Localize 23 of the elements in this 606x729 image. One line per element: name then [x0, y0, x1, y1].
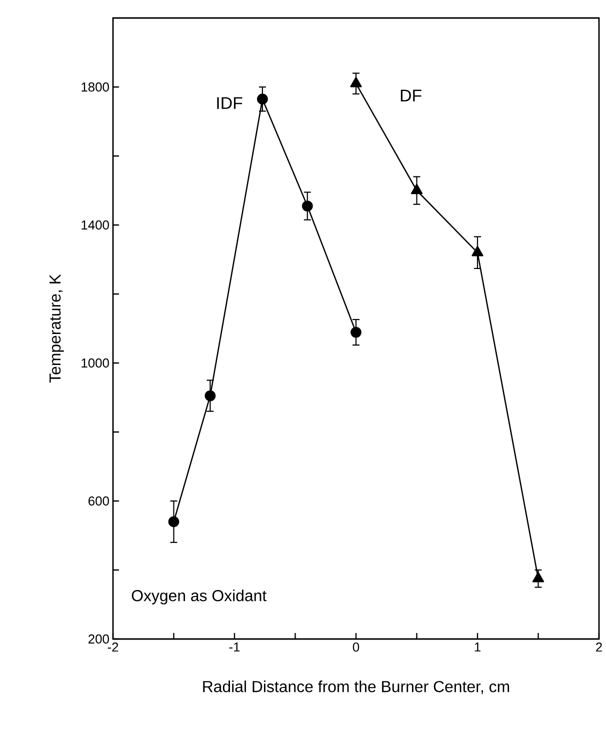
- y-tick-label: 1400: [82, 220, 110, 230]
- y-axis-title: Temperature, K: [50, 274, 64, 383]
- y-tick-label: 200: [88, 634, 110, 644]
- point: [257, 94, 268, 105]
- point: [350, 326, 362, 338]
- y-tick-label: 600: [88, 496, 110, 506]
- point: [204, 390, 216, 402]
- point: [410, 184, 423, 194]
- y-tick-label: 1800: [82, 82, 110, 92]
- x-axis-title: Radial Distance from the Burner Center, cm: [203, 680, 510, 694]
- point: [350, 76, 362, 88]
- series-label: IDF: [217, 97, 242, 109]
- series-label: DF: [400, 90, 422, 102]
- annotation: Oxygen as Oxidant: [132, 590, 267, 604]
- x-tick-label: -1: [229, 642, 240, 652]
- x-tick-label: -2: [108, 642, 118, 652]
- point: [168, 516, 180, 528]
- x-tick-label: 1: [474, 642, 481, 652]
- point: [302, 200, 313, 212]
- y-tick-label: 1000: [82, 358, 110, 368]
- point: [472, 246, 484, 256]
- x-tick-label: 0: [352, 642, 360, 652]
- x-tick-label: 2: [596, 642, 602, 652]
